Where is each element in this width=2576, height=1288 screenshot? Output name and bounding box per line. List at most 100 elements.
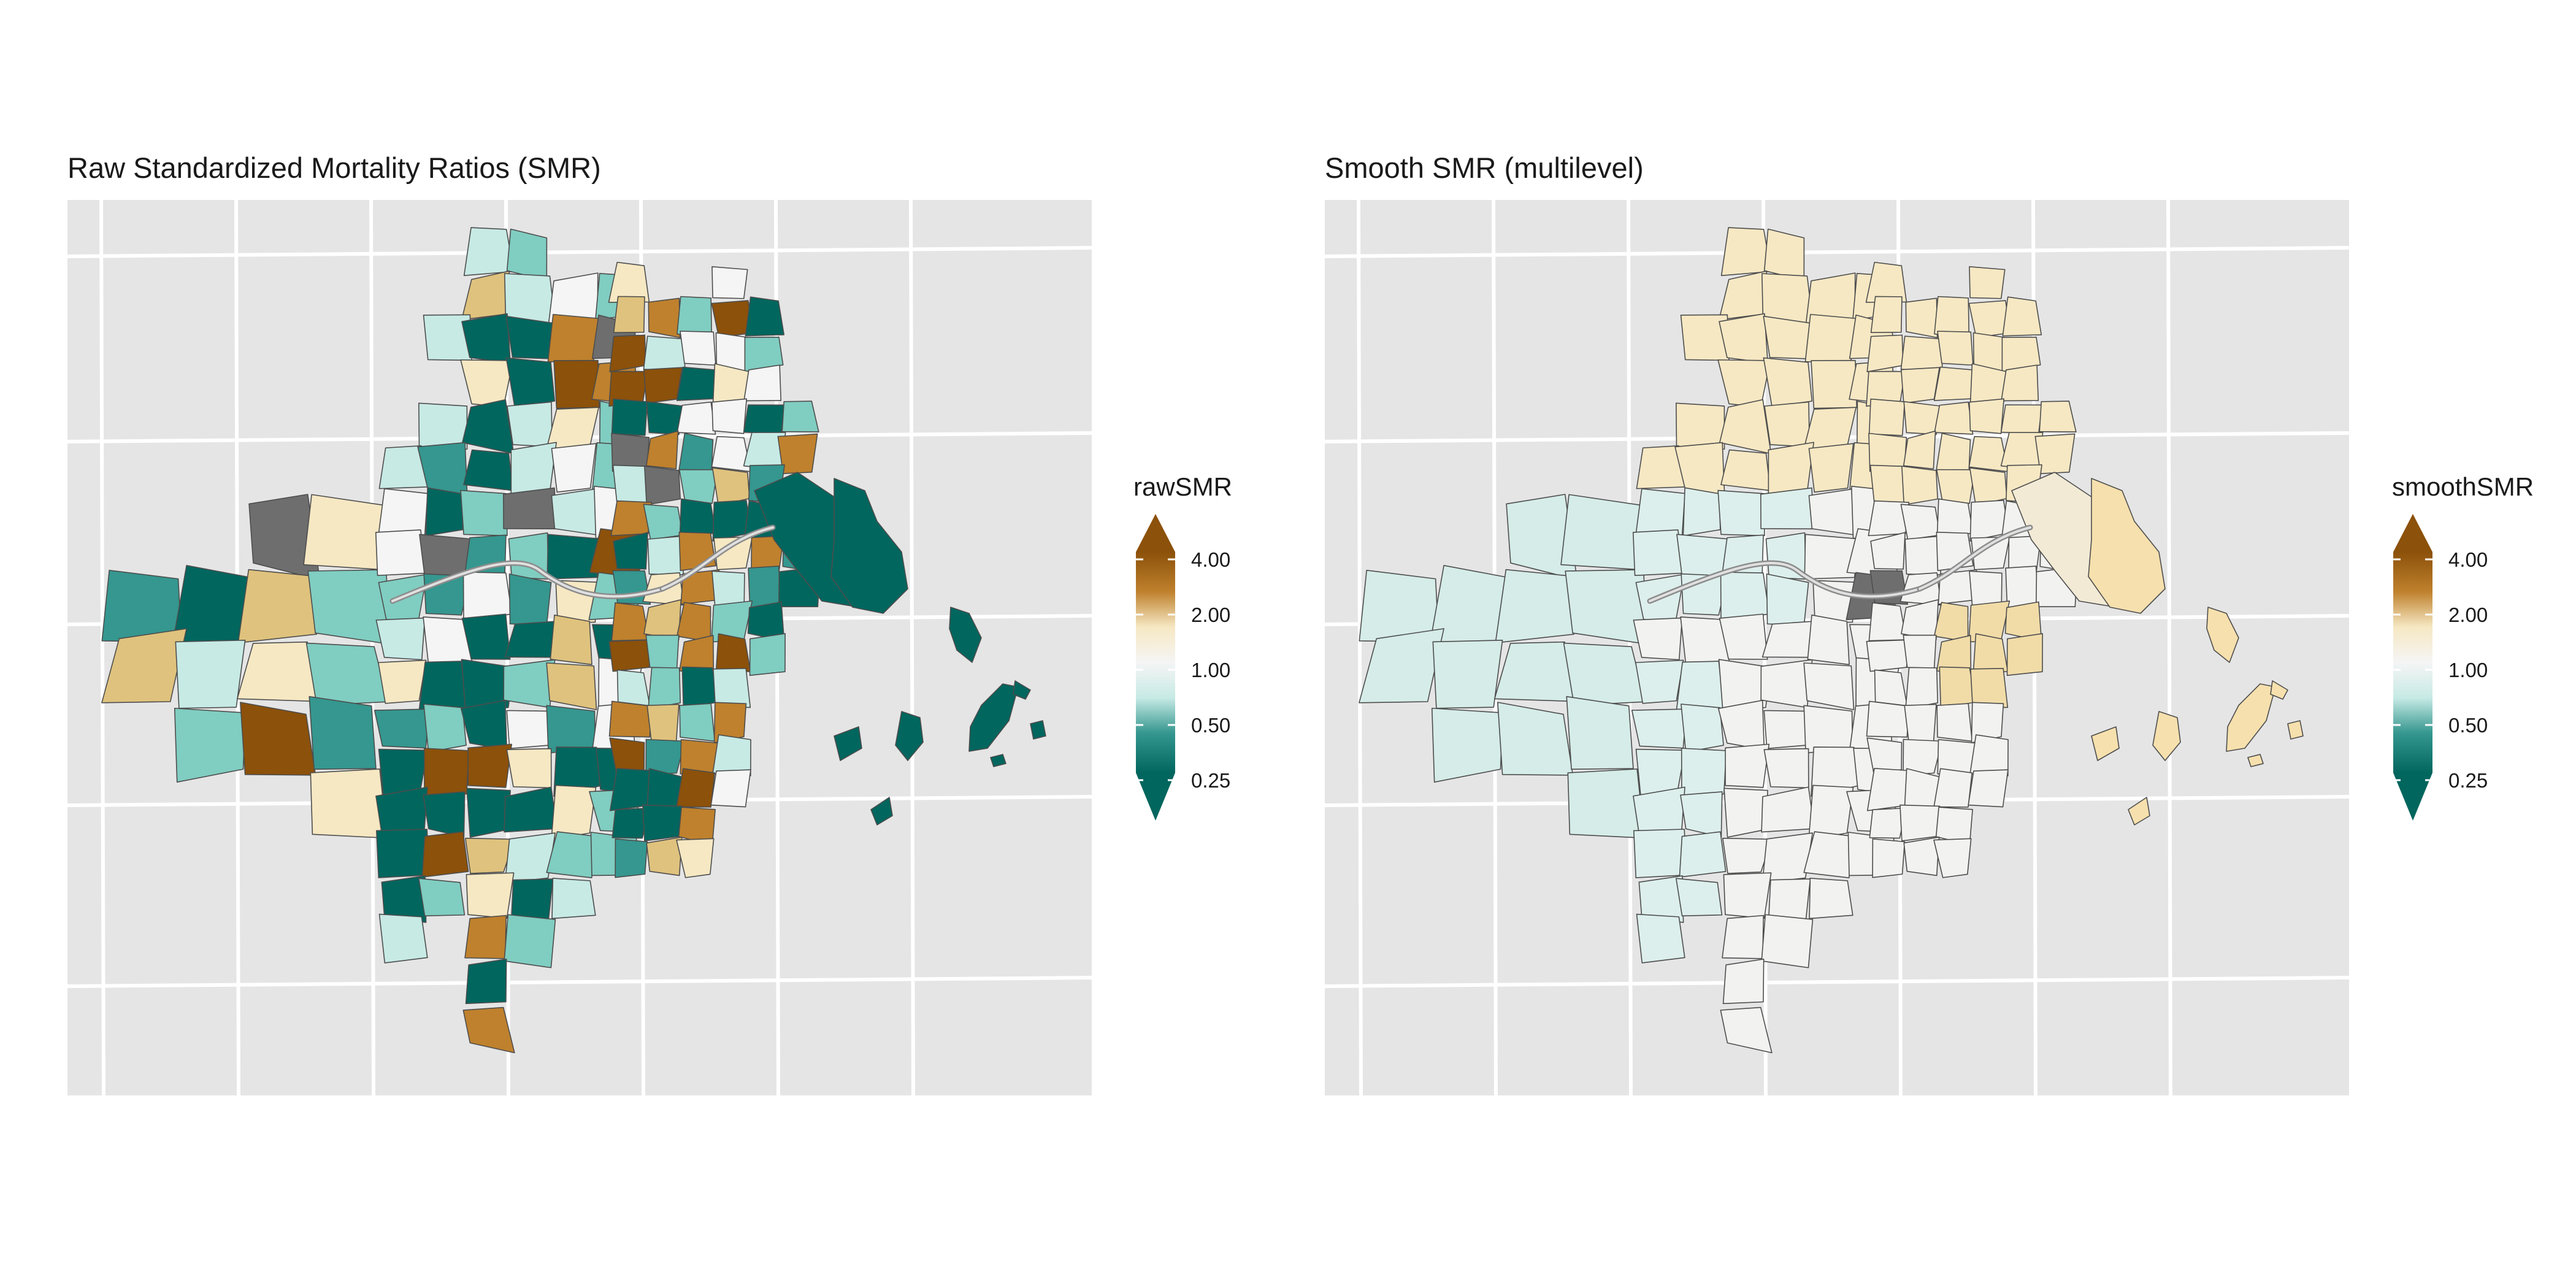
legend-label: 0.50 — [2448, 714, 2488, 737]
census-tract — [1720, 1006, 1773, 1054]
census-tract — [421, 831, 469, 878]
census-tract — [710, 769, 751, 808]
river-center — [661, 526, 774, 590]
census-tract — [1870, 296, 1903, 333]
census-tract — [546, 705, 596, 754]
gridline-vertical — [2166, 199, 2172, 1096]
census-tract — [1675, 878, 1723, 917]
census-tract — [418, 661, 467, 711]
census-tract — [1900, 335, 1943, 372]
census-tract — [1635, 659, 1684, 704]
census-tract — [1868, 602, 1907, 642]
census-tract — [1933, 768, 1973, 808]
census-tract — [1768, 442, 1814, 495]
census-tract — [1934, 401, 1974, 435]
census-tract — [1808, 488, 1858, 536]
census-tract — [1803, 831, 1855, 879]
census-tract — [1905, 667, 1939, 710]
legend-colorbar-raw — [1136, 552, 1175, 773]
census-tract — [610, 500, 653, 537]
panel-raw-smr: Raw Standardized Mortality Ratios (SMR) … — [67, 151, 1232, 1096]
census-tract — [465, 958, 507, 1005]
census-tract — [1723, 872, 1772, 919]
island-tract — [2287, 720, 2304, 740]
census-tract — [1722, 958, 1765, 1005]
census-tract — [646, 703, 680, 745]
census-tract — [1903, 837, 1940, 876]
census-tract — [1933, 838, 1972, 878]
census-tract — [378, 913, 428, 964]
island-tract — [2128, 797, 2150, 826]
island-tract — [834, 726, 862, 761]
census-tract — [553, 359, 600, 409]
island-tract — [1013, 680, 1031, 700]
island-tract — [1030, 720, 1046, 740]
census-tract — [550, 614, 592, 665]
census-tract — [375, 529, 427, 577]
census-tract — [2039, 401, 2077, 433]
census-tract — [679, 703, 716, 742]
census-tract — [551, 878, 596, 919]
gridline-horizontal — [67, 976, 1092, 988]
census-tract — [1763, 228, 1805, 281]
census-tract — [1808, 443, 1854, 493]
census-tract — [1866, 768, 1910, 811]
census-tract — [1636, 913, 1685, 964]
census-tract — [648, 667, 681, 710]
census-tract — [613, 296, 645, 333]
island-tract — [895, 711, 924, 761]
census-tract — [1563, 642, 1646, 706]
census-tract — [506, 748, 552, 789]
census-tract — [711, 467, 750, 506]
census-tract — [646, 837, 683, 876]
census-tract — [1970, 668, 2009, 708]
river-center — [1649, 562, 1921, 602]
census-tract — [1725, 743, 1770, 788]
census-tract — [546, 831, 598, 879]
census-tract — [2002, 296, 2042, 337]
census-tract — [1633, 617, 1683, 661]
census-tract — [1971, 702, 2004, 743]
census-tract — [466, 872, 515, 919]
island-tract — [990, 754, 1006, 767]
census-tract — [551, 784, 597, 840]
legend-ticks-smooth: 4.00 2.00 1.00 0.50 0.25 — [2393, 548, 2488, 792]
census-tract — [1803, 662, 1855, 710]
census-tract — [2001, 336, 2041, 372]
census-tract — [676, 768, 716, 808]
census-tract — [1937, 331, 1974, 366]
census-tract — [309, 696, 377, 770]
island-tract — [2091, 726, 2120, 761]
census-tract — [174, 707, 246, 783]
census-tract — [2001, 364, 2039, 402]
census-tract — [375, 617, 426, 661]
census-tract — [676, 366, 720, 401]
census-tract — [1679, 831, 1727, 878]
census-tract — [676, 838, 715, 878]
census-tract — [1808, 784, 1854, 840]
census-tract — [237, 569, 318, 643]
census-tract — [1763, 748, 1809, 789]
census-tract — [1869, 807, 1907, 839]
census-tract — [608, 700, 653, 738]
census-tract — [715, 633, 751, 672]
census-tract — [711, 398, 747, 434]
census-tract — [460, 489, 508, 537]
legend-label: 1.00 — [2448, 659, 2488, 681]
census-tract — [175, 640, 246, 709]
census-tract — [748, 565, 783, 609]
census-tract — [1903, 738, 1943, 776]
island-tract — [2206, 607, 2239, 663]
census-tract — [608, 639, 652, 672]
river-center — [1919, 526, 2031, 590]
census-tract — [643, 335, 686, 372]
census-tract — [551, 443, 597, 493]
census-tract — [1972, 633, 2009, 672]
census-tract — [1903, 634, 1937, 669]
census-tract — [645, 738, 686, 776]
census-tract — [1936, 703, 1973, 742]
census-tract — [1722, 914, 1764, 959]
census-tract — [1431, 707, 1503, 783]
census-tract — [504, 914, 556, 968]
legend-arrow-bottom-smooth — [2393, 773, 2432, 821]
